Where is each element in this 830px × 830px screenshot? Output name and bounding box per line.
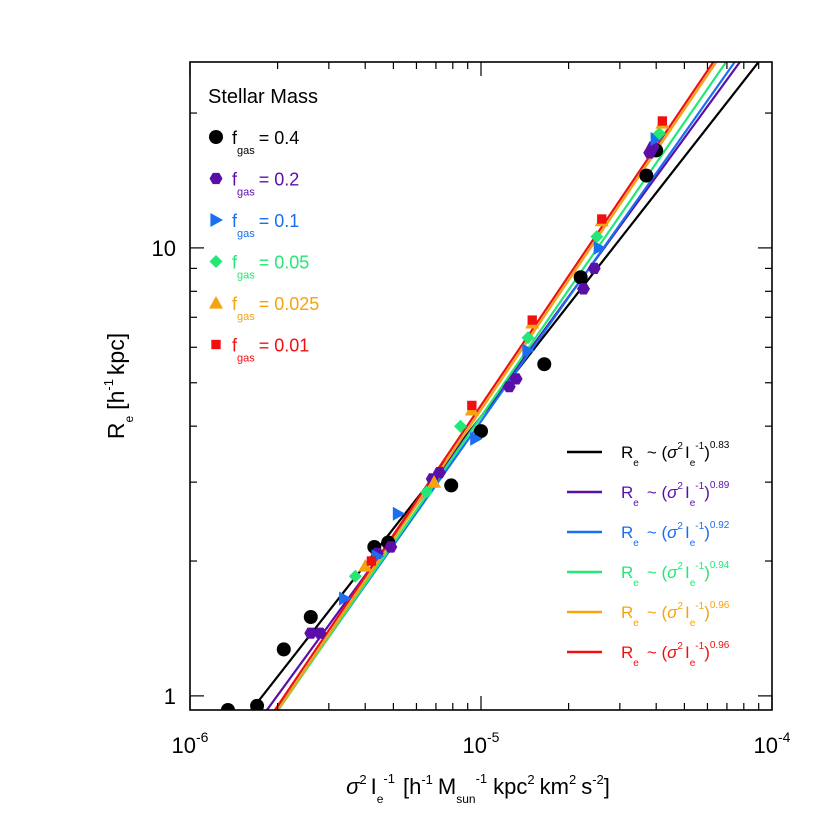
x-tick-label-2: 10-4 bbox=[754, 729, 791, 758]
legend-marker-1 bbox=[209, 172, 223, 185]
point-1-1 bbox=[313, 627, 327, 639]
point-1-8 bbox=[577, 283, 590, 295]
point-1-11 bbox=[646, 141, 660, 153]
fit-legend: Re~ (σ2 Ie-1)0.83 Re~ (σ2 Ie-1)0.89 Re~ (σ2 I… bbox=[567, 440, 730, 669]
point-3-5 bbox=[652, 127, 666, 140]
fit-line-5 bbox=[273, 62, 715, 710]
legend-label-1: fgas= 0.2 bbox=[232, 170, 299, 199]
fit-legend-label-5: Re~ (σ2 Ie-1)0.96 bbox=[621, 640, 730, 669]
fit-legend-item-3: Re~ (σ2 Ie-1)0.94 bbox=[567, 560, 730, 589]
point-3-2 bbox=[454, 419, 467, 433]
point-0-8 bbox=[537, 357, 552, 372]
point-0-0 bbox=[220, 703, 235, 710]
y-tick-label-1: 10 bbox=[152, 236, 176, 261]
point-1-7 bbox=[509, 373, 523, 385]
fit-legend-item-1: Re~ (σ2 Ie-1)0.89 bbox=[567, 480, 730, 509]
axis-ticks bbox=[189, 62, 773, 710]
legend-marker-3 bbox=[209, 255, 223, 268]
x-tick-label-0: 10-6 bbox=[172, 729, 209, 758]
fit-legend-label-2: Re~ (σ2 Ie-1)0.92 bbox=[621, 520, 730, 549]
point-5-3 bbox=[597, 214, 607, 224]
point-0-3 bbox=[303, 609, 318, 624]
point-5-2 bbox=[527, 315, 537, 325]
point-2-4 bbox=[522, 343, 535, 358]
fit-legend-item-4: Re~ (σ2 Ie-1)0.96 bbox=[567, 600, 730, 629]
fit-legend-item-5: Re~ (σ2 Ie-1)0.96 bbox=[567, 640, 730, 669]
point-3-1 bbox=[420, 485, 434, 499]
legend-item-2: fgas= 0.1 bbox=[210, 211, 299, 240]
legend-marker-4 bbox=[209, 296, 223, 309]
legend-label-5: fgas= 0.01 bbox=[232, 336, 309, 365]
point-1-3 bbox=[384, 541, 398, 553]
point-0-7 bbox=[474, 424, 488, 439]
point-5-1 bbox=[467, 400, 477, 411]
point-2-3 bbox=[470, 431, 483, 446]
point-5-0 bbox=[366, 556, 377, 566]
fit-legend-label-0: Re~ (σ2 Ie-1)0.83 bbox=[621, 440, 730, 469]
y-axis-label: Re[h-1kpc] bbox=[101, 333, 136, 439]
legend-marker-0 bbox=[209, 130, 223, 144]
point-2-6 bbox=[650, 132, 664, 146]
point-1-9 bbox=[587, 262, 601, 274]
legend-marker-2 bbox=[210, 213, 223, 227]
fit-legend-item-0: Re~ (σ2 Ie-1)0.83 bbox=[567, 440, 730, 469]
fit-legend-label-3: Re~ (σ2 Ie-1)0.94 bbox=[621, 560, 730, 589]
legend-marker-5 bbox=[211, 339, 221, 350]
fit-legend-label-4: Re~ (σ2 Ie-1)0.96 bbox=[621, 600, 730, 629]
fit-legend-item-2: Re~ (σ2 Ie-1)0.92 bbox=[567, 520, 730, 549]
point-3-0 bbox=[348, 569, 362, 583]
fit-line-4 bbox=[276, 62, 718, 710]
point-0-2 bbox=[276, 642, 291, 657]
legend-item-1: fgas= 0.2 bbox=[209, 170, 299, 199]
legend-label-3: fgas= 0.05 bbox=[232, 253, 309, 282]
y-tick-label-0: 1 bbox=[164, 684, 176, 709]
legend: fgas= 0.4 fgas= 0.2 fgas= 0.1 fgas= 0.05 fga… bbox=[209, 128, 319, 365]
point-0-10 bbox=[639, 168, 654, 183]
legend-item-0: fgas= 0.4 bbox=[209, 128, 299, 157]
point-1-6 bbox=[502, 381, 516, 393]
x-axis-label: σ2 Ie-1 [h-1 Msun-1 kpc2 km2 s-2] bbox=[346, 771, 610, 806]
data-points bbox=[220, 116, 670, 710]
point-2-5 bbox=[593, 240, 607, 255]
point-1-5 bbox=[433, 467, 446, 479]
point-3-3 bbox=[521, 331, 535, 345]
point-5-4 bbox=[657, 116, 668, 126]
fit-legend-label-1: Re~ (σ2 Ie-1)0.89 bbox=[621, 480, 730, 509]
point-0-1 bbox=[250, 698, 265, 710]
legend-title: Stellar Mass bbox=[208, 86, 318, 108]
legend-item-4: fgas= 0.025 bbox=[209, 294, 319, 323]
legend-item-3: fgas= 0.05 bbox=[209, 253, 309, 282]
x-tick-label-1: 10-5 bbox=[463, 729, 500, 758]
point-4-1 bbox=[427, 475, 442, 488]
point-4-0 bbox=[358, 559, 373, 572]
legend-label-4: fgas= 0.025 bbox=[232, 294, 319, 323]
point-3-4 bbox=[590, 230, 604, 244]
point-2-2 bbox=[392, 506, 406, 521]
legend-label-2: fgas= 0.1 bbox=[232, 211, 299, 240]
axis-tick-labels: 10-6 10-5 10-4 1 10 bbox=[152, 236, 791, 758]
point-1-0 bbox=[304, 627, 318, 639]
legend-label-0: fgas= 0.4 bbox=[232, 128, 299, 157]
legend-item-5: fgas= 0.01 bbox=[211, 336, 309, 365]
point-0-6 bbox=[444, 478, 459, 493]
point-2-0 bbox=[339, 591, 352, 606]
point-0-9 bbox=[573, 270, 588, 285]
